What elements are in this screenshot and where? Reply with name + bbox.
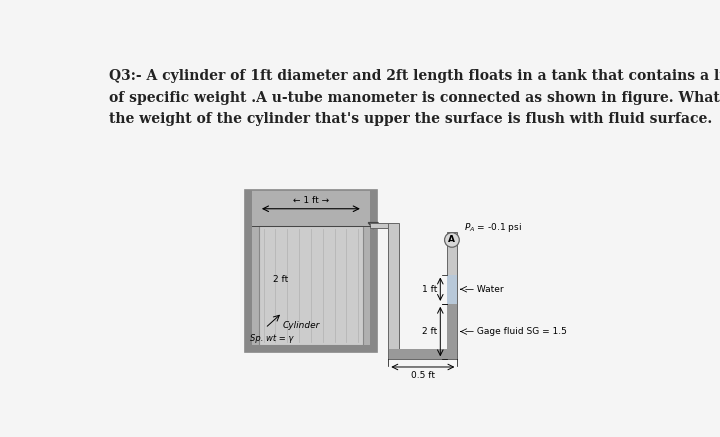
Text: — Gage fluid SG = 1.5: — Gage fluid SG = 1.5 bbox=[465, 327, 567, 336]
Text: ← 1 ft →: ← 1 ft → bbox=[293, 196, 329, 205]
Bar bbox=[245, 190, 377, 352]
Text: A: A bbox=[449, 236, 456, 244]
Text: Q3:- A cylinder of 1ft diameter and 2ft length floats in a tank that contains a : Q3:- A cylinder of 1ft diameter and 2ft … bbox=[109, 69, 720, 83]
Text: — Water: — Water bbox=[465, 285, 504, 294]
Bar bbox=[388, 348, 457, 359]
Text: Sp. wt = γ: Sp. wt = γ bbox=[250, 334, 293, 343]
Bar bbox=[447, 274, 456, 304]
Polygon shape bbox=[368, 222, 378, 229]
Text: Cylinder: Cylinder bbox=[282, 321, 320, 330]
Bar bbox=[370, 223, 394, 228]
Text: 2 ft: 2 ft bbox=[422, 327, 437, 336]
Text: $P_A$ = -0.1 psi: $P_A$ = -0.1 psi bbox=[464, 221, 521, 234]
Text: 2 ft: 2 ft bbox=[273, 274, 288, 284]
Bar bbox=[447, 304, 456, 359]
Bar bbox=[389, 349, 456, 358]
Text: 1 ft: 1 ft bbox=[422, 285, 437, 294]
Bar bbox=[388, 223, 399, 348]
Bar bbox=[446, 232, 457, 359]
Bar bbox=[259, 225, 363, 345]
Text: of specific weight .A u-tube manometer is connected as shown in figure. What is: of specific weight .A u-tube manometer i… bbox=[109, 91, 720, 105]
Text: 0.5 ft: 0.5 ft bbox=[411, 371, 435, 380]
Bar bbox=[245, 190, 252, 352]
Circle shape bbox=[444, 232, 459, 247]
Bar bbox=[245, 345, 377, 352]
Text: the weight of the cylinder that's upper the surface is flush with fluid surface.: the weight of the cylinder that's upper … bbox=[109, 112, 713, 126]
Bar bbox=[370, 190, 377, 352]
